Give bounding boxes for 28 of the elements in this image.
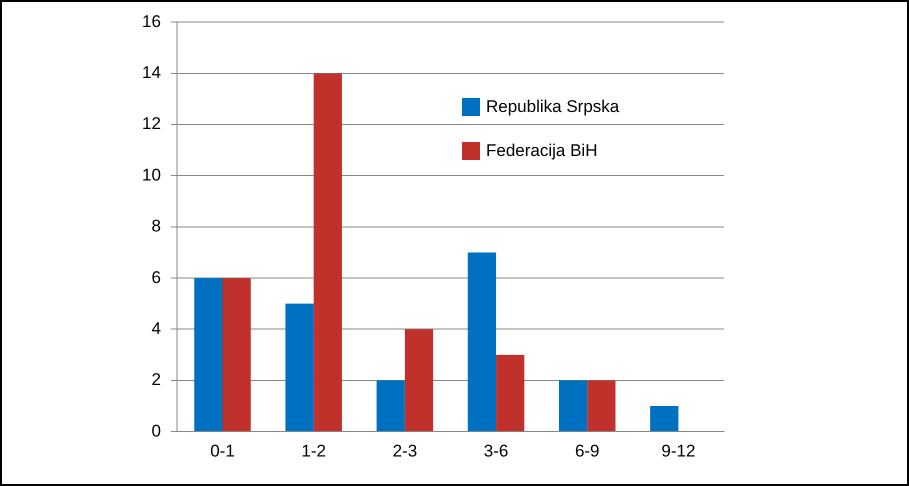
y-tick-label: 14 bbox=[142, 63, 161, 82]
bar bbox=[558, 380, 588, 432]
y-tick-label: 10 bbox=[142, 165, 161, 184]
x-tick-label: 6-9 bbox=[574, 441, 600, 460]
x-tick-label: 0-1 bbox=[210, 441, 235, 460]
legend-label: Federacija BiH bbox=[486, 141, 598, 161]
y-tick-label: 12 bbox=[142, 114, 161, 134]
bar bbox=[404, 329, 434, 432]
bar bbox=[376, 380, 405, 432]
bar bbox=[468, 252, 496, 432]
y-tick-label: 2 bbox=[151, 370, 161, 390]
x-tick-label: 3-6 bbox=[484, 441, 508, 460]
x-tick-label: 2-3 bbox=[392, 441, 418, 460]
bar bbox=[314, 73, 342, 432]
y-tick-label: 16 bbox=[142, 12, 161, 31]
y-tick-label: 0 bbox=[151, 421, 161, 440]
bar bbox=[587, 380, 616, 432]
x-tick-label: 9-12 bbox=[661, 441, 696, 460]
bar bbox=[650, 406, 678, 432]
y-tick-label: 6 bbox=[151, 268, 161, 287]
y-tick-label: 8 bbox=[151, 216, 161, 236]
bar bbox=[285, 304, 314, 432]
legend-label: Republika Srpska bbox=[486, 97, 620, 117]
bar bbox=[222, 278, 251, 432]
y-tick-label: 4 bbox=[151, 318, 161, 338]
bar bbox=[496, 354, 524, 432]
x-tick-label: 1-2 bbox=[301, 441, 326, 460]
bar bbox=[194, 278, 222, 432]
